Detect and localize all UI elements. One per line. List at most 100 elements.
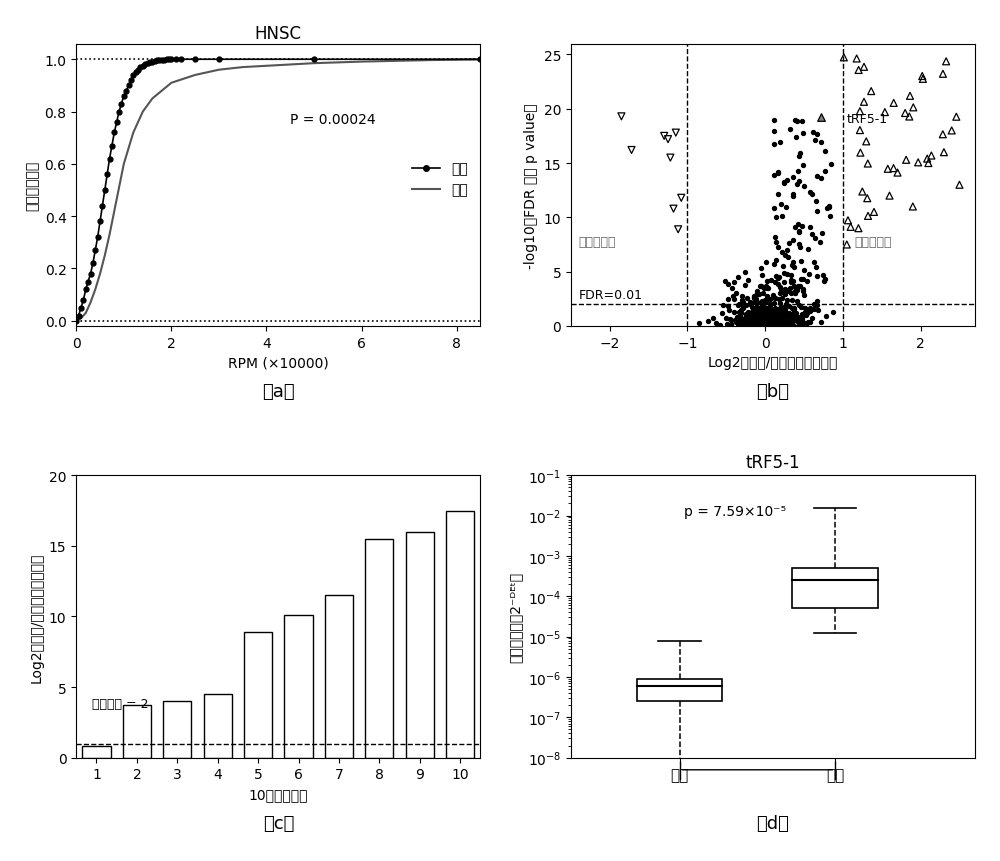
- Bar: [244, 632, 272, 758]
- Point: [745, 312, 761, 325]
- Point: [757, 306, 773, 319]
- Point: [735, 301, 751, 315]
- Point: [708, 317, 724, 331]
- Point: [808, 195, 824, 208]
- Point: [750, 319, 766, 332]
- Point: [783, 274, 799, 288]
- Point: [776, 307, 792, 321]
- Point: [799, 307, 815, 320]
- Point: [863, 85, 879, 99]
- Point: [777, 309, 793, 323]
- Y-axis label: Log2（肿瘤/正常的倍数改变）: Log2（肿瘤/正常的倍数改变）: [29, 552, 43, 682]
- Point: [754, 310, 770, 324]
- Text: （c）: （c）: [263, 815, 294, 833]
- Point: [757, 304, 773, 318]
- Point: [720, 293, 736, 307]
- Point: [737, 319, 753, 332]
- 肿瘤: [127, 128, 139, 139]
- Bar: [637, 679, 722, 702]
- Point: [779, 311, 795, 325]
- Point: [755, 308, 771, 322]
- Point: [920, 157, 936, 170]
- Text: 肿瘤中下降: 肿瘤中下降: [579, 235, 616, 248]
- Point: [785, 275, 801, 288]
- Point: [813, 316, 829, 330]
- Point: [764, 315, 780, 329]
- Point: [726, 306, 742, 319]
- 正常: [96, 201, 108, 212]
- Point: [782, 317, 798, 331]
- Point: [774, 292, 790, 306]
- Point: [748, 300, 764, 314]
- Point: [747, 315, 763, 329]
- Point: [757, 294, 773, 308]
- Point: [809, 128, 825, 142]
- Point: [741, 313, 757, 326]
- Point: [742, 318, 758, 331]
- Point: [890, 166, 906, 180]
- Point: [791, 226, 807, 240]
- Point: [936, 146, 952, 160]
- Point: [758, 313, 774, 327]
- Point: [765, 319, 781, 333]
- Point: [786, 306, 802, 319]
- Point: [765, 313, 781, 327]
- Point: [759, 282, 775, 295]
- Point: [806, 256, 822, 269]
- Point: [792, 147, 808, 161]
- Point: [772, 287, 788, 300]
- Point: [723, 318, 739, 331]
- 正常: [474, 55, 486, 65]
- Point: [753, 263, 769, 276]
- 正常: [111, 118, 123, 128]
- Point: [753, 280, 769, 294]
- Point: [752, 319, 768, 332]
- Point: [769, 311, 785, 325]
- Point: [749, 300, 765, 314]
- Text: p = 7.59×10⁻⁵: p = 7.59×10⁻⁵: [684, 505, 786, 518]
- Point: [919, 152, 935, 166]
- Point: [752, 308, 768, 322]
- Point: [765, 304, 781, 318]
- Point: [799, 275, 815, 288]
- Line: 正常: 正常: [74, 58, 483, 324]
- Point: [786, 280, 802, 294]
- Point: [758, 315, 774, 329]
- Point: [776, 267, 792, 281]
- Point: [757, 314, 773, 328]
- Bar: [284, 616, 313, 758]
- Point: [778, 314, 794, 328]
- Point: [802, 220, 818, 234]
- 正常: [82, 277, 94, 288]
- Point: [756, 317, 772, 331]
- Title: tRF5-1: tRF5-1: [746, 454, 800, 471]
- Point: [859, 192, 875, 206]
- Point: [749, 285, 765, 299]
- Point: [776, 306, 792, 319]
- Point: [772, 281, 788, 294]
- Point: [771, 319, 787, 332]
- Point: [817, 145, 833, 158]
- Point: [851, 64, 867, 77]
- Point: [809, 205, 825, 219]
- 正常: [163, 55, 175, 65]
- 正常: [170, 55, 182, 65]
- Point: [794, 308, 810, 322]
- Point: [794, 220, 810, 233]
- 正常: [87, 259, 99, 269]
- Point: [781, 316, 797, 330]
- Point: [794, 314, 810, 328]
- Point: [747, 294, 763, 308]
- Point: [797, 302, 813, 316]
- Point: [737, 316, 753, 330]
- Point: [760, 282, 776, 296]
- Point: [751, 288, 767, 301]
- Point: [734, 317, 750, 331]
- Point: [791, 299, 807, 313]
- Point: [898, 154, 914, 168]
- Point: [753, 305, 769, 319]
- Point: [790, 315, 806, 329]
- Point: [719, 318, 735, 331]
- Point: [781, 300, 797, 313]
- Point: [740, 317, 756, 331]
